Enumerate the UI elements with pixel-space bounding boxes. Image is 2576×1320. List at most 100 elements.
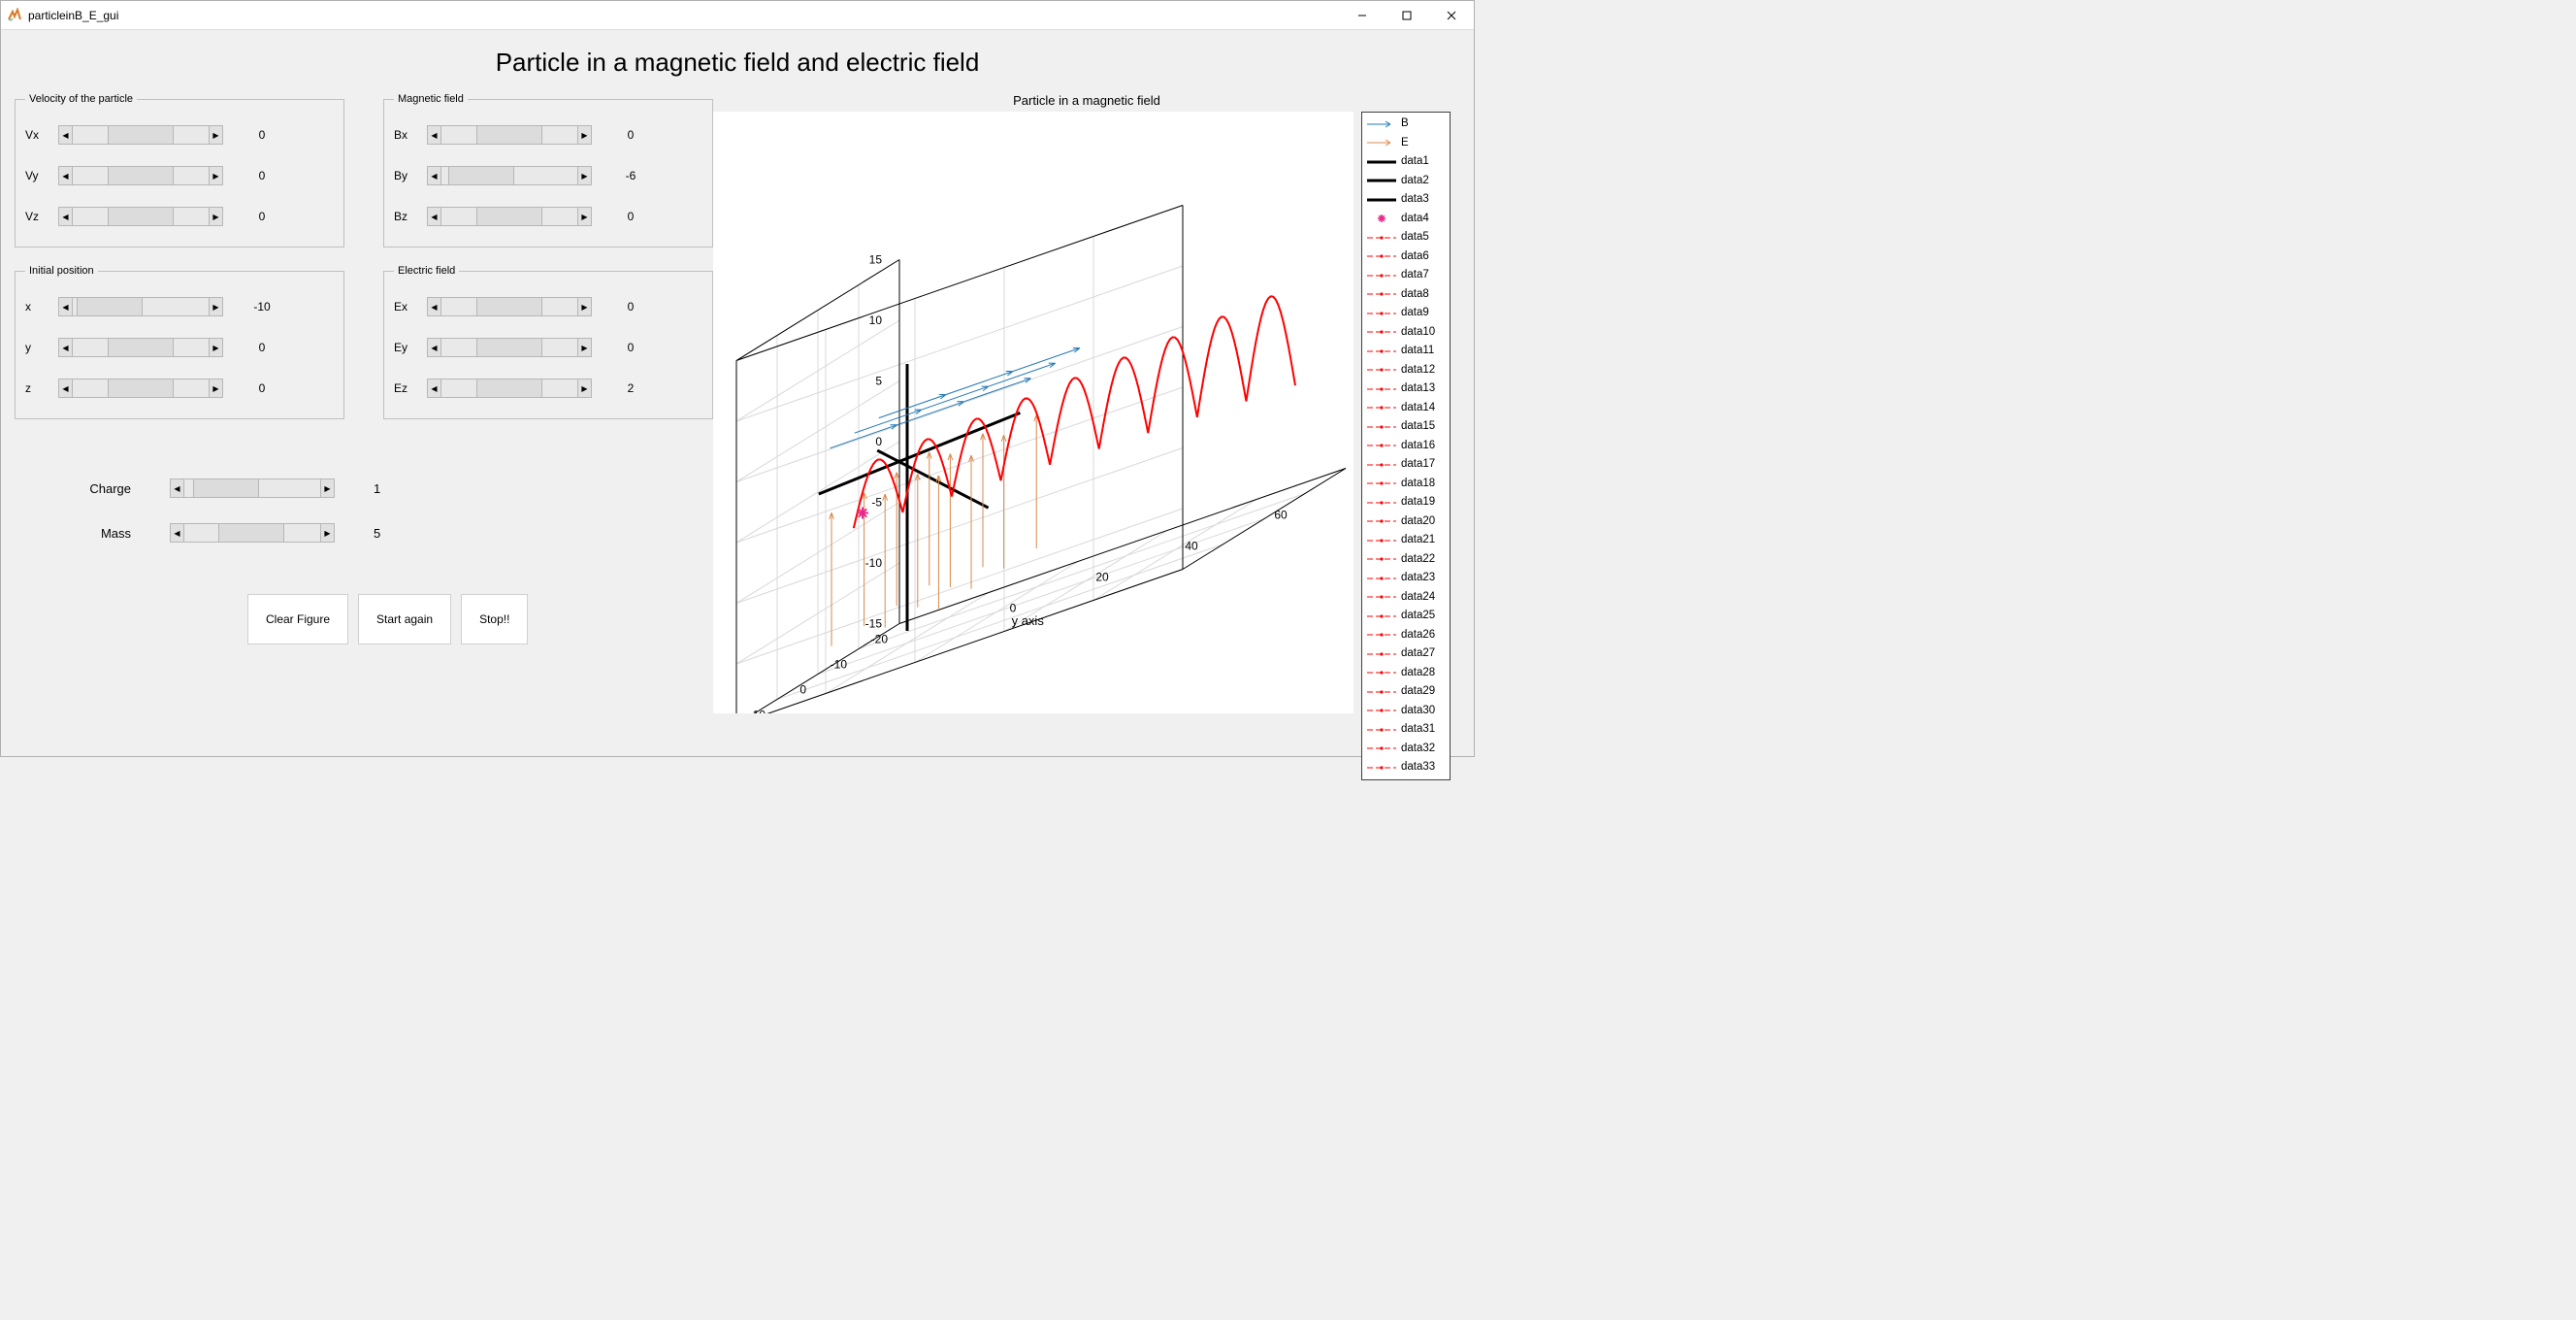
charge-slider[interactable]: ◀▶	[170, 478, 335, 498]
legend-item-7[interactable]: data6	[1364, 248, 1446, 267]
legend-item-12[interactable]: data11	[1364, 342, 1446, 361]
legend-label: B	[1401, 118, 1409, 130]
legend-item-5[interactable]: data4	[1364, 210, 1446, 229]
legend-item-1[interactable]: E	[1364, 134, 1446, 153]
slider-right-arrow-icon[interactable]: ▶	[209, 339, 222, 356]
legend-item-27[interactable]: data26	[1364, 626, 1446, 645]
velocity-slider-vy[interactable]: ◀▶	[58, 166, 223, 185]
legend-item-28[interactable]: data27	[1364, 644, 1446, 664]
slider-right-arrow-icon[interactable]: ▶	[209, 298, 222, 315]
legend-item-32[interactable]: data31	[1364, 720, 1446, 740]
legend-item-6[interactable]: data5	[1364, 228, 1446, 248]
magnetic-slider-bx[interactable]: ◀▶	[427, 125, 592, 145]
slider-left-arrow-icon[interactable]: ◀	[59, 339, 73, 356]
velocity-label-vy: Vy	[25, 169, 58, 182]
legend-item-4[interactable]: data3	[1364, 190, 1446, 210]
slider-left-arrow-icon[interactable]: ◀	[59, 380, 73, 397]
legend-item-22[interactable]: data21	[1364, 531, 1446, 550]
mass-label: Mass	[15, 526, 170, 541]
initpos-slider-y[interactable]: ◀▶	[58, 338, 223, 357]
magnetic-value-by: -6	[592, 169, 650, 182]
legend-item-3[interactable]: data2	[1364, 172, 1446, 191]
slider-left-arrow-icon[interactable]: ◀	[59, 167, 73, 184]
slider-right-arrow-icon[interactable]: ▶	[577, 298, 591, 315]
slider-right-arrow-icon[interactable]: ▶	[320, 524, 334, 542]
slider-right-arrow-icon[interactable]: ▶	[209, 167, 222, 184]
legend-item-16[interactable]: data15	[1364, 417, 1446, 437]
slider-left-arrow-icon[interactable]: ◀	[428, 208, 441, 225]
legend-label: data11	[1401, 346, 1434, 357]
legend-label: data21	[1401, 535, 1435, 546]
initpos-slider-x[interactable]: ◀▶	[58, 297, 223, 316]
legend-label: data33	[1401, 762, 1435, 774]
initpos-value-z: 0	[223, 381, 281, 395]
slider-right-arrow-icon[interactable]: ▶	[209, 380, 222, 397]
magnetic-slider-bz[interactable]: ◀▶	[427, 207, 592, 226]
legend-item-19[interactable]: data18	[1364, 475, 1446, 494]
svg-text:10: 10	[753, 709, 766, 714]
slider-left-arrow-icon[interactable]: ◀	[428, 339, 441, 356]
slider-left-arrow-icon[interactable]: ◀	[171, 524, 184, 542]
electric-slider-ex[interactable]: ◀▶	[427, 297, 592, 316]
legend-item-8[interactable]: data7	[1364, 266, 1446, 285]
legend-item-25[interactable]: data24	[1364, 588, 1446, 608]
legend-item-29[interactable]: data28	[1364, 664, 1446, 683]
legend-item-10[interactable]: data9	[1364, 304, 1446, 323]
legend-item-24[interactable]: data23	[1364, 569, 1446, 588]
slider-left-arrow-icon[interactable]: ◀	[171, 479, 184, 497]
close-button[interactable]	[1429, 1, 1474, 30]
svg-text:-20: -20	[871, 633, 889, 646]
electric-slider-ey[interactable]: ◀▶	[427, 338, 592, 357]
slider-left-arrow-icon[interactable]: ◀	[59, 298, 73, 315]
slider-right-arrow-icon[interactable]: ▶	[577, 208, 591, 225]
slider-left-arrow-icon[interactable]: ◀	[428, 126, 441, 144]
slider-right-arrow-icon[interactable]: ▶	[577, 339, 591, 356]
slider-left-arrow-icon[interactable]: ◀	[59, 126, 73, 144]
mass-slider[interactable]: ◀▶	[170, 523, 335, 543]
initpos-slider-z[interactable]: ◀▶	[58, 379, 223, 398]
magnetic-slider-by[interactable]: ◀▶	[427, 166, 592, 185]
legend-label: data25	[1401, 610, 1435, 622]
slider-right-arrow-icon[interactable]: ▶	[577, 167, 591, 184]
slider-right-arrow-icon[interactable]: ▶	[209, 126, 222, 144]
slider-left-arrow-icon[interactable]: ◀	[428, 298, 441, 315]
legend-item-13[interactable]: data12	[1364, 361, 1446, 380]
legend-item-11[interactable]: data10	[1364, 323, 1446, 343]
legend-item-34[interactable]: data33	[1364, 758, 1446, 777]
legend-item-21[interactable]: data20	[1364, 512, 1446, 532]
legend-item-33[interactable]: data32	[1364, 740, 1446, 759]
legend-item-15[interactable]: data14	[1364, 399, 1446, 418]
clear-figure-button[interactable]: Clear Figure	[247, 594, 348, 644]
slider-right-arrow-icon[interactable]: ▶	[577, 380, 591, 397]
legend-item-17[interactable]: data16	[1364, 437, 1446, 456]
maximize-button[interactable]	[1385, 1, 1429, 30]
legend-item-14[interactable]: data13	[1364, 380, 1446, 399]
legend-item-31[interactable]: data30	[1364, 702, 1446, 721]
slider-left-arrow-icon[interactable]: ◀	[428, 380, 441, 397]
velocity-slider-vz[interactable]: ◀▶	[58, 207, 223, 226]
slider-left-arrow-icon[interactable]: ◀	[428, 167, 441, 184]
legend-item-30[interactable]: data29	[1364, 682, 1446, 702]
stop-button[interactable]: Stop!!	[461, 594, 528, 644]
svg-text:y axis: y axis	[1012, 613, 1045, 628]
velocity-slider-vx[interactable]: ◀▶	[58, 125, 223, 145]
legend-item-20[interactable]: data19	[1364, 493, 1446, 512]
legend-item-0[interactable]: B	[1364, 115, 1446, 134]
electric-slider-ez[interactable]: ◀▶	[427, 379, 592, 398]
legend-label: data14	[1401, 403, 1435, 414]
legend-item-2[interactable]: data1	[1364, 152, 1446, 172]
minimize-button[interactable]	[1340, 1, 1385, 30]
plot-legend: BEdata1data2data3data4data5data6data7dat…	[1361, 112, 1451, 780]
initpos-label-x: x	[25, 300, 58, 314]
electric-label-ey: Ey	[394, 341, 427, 354]
slider-right-arrow-icon[interactable]: ▶	[209, 208, 222, 225]
legend-item-26[interactable]: data25	[1364, 607, 1446, 626]
legend-item-9[interactable]: data8	[1364, 285, 1446, 305]
start-again-button[interactable]: Start again	[358, 594, 451, 644]
legend-label: data15	[1401, 421, 1435, 433]
slider-left-arrow-icon[interactable]: ◀	[59, 208, 73, 225]
legend-item-23[interactable]: data22	[1364, 550, 1446, 570]
legend-item-18[interactable]: data17	[1364, 455, 1446, 475]
slider-right-arrow-icon[interactable]: ▶	[320, 479, 334, 497]
slider-right-arrow-icon[interactable]: ▶	[577, 126, 591, 144]
